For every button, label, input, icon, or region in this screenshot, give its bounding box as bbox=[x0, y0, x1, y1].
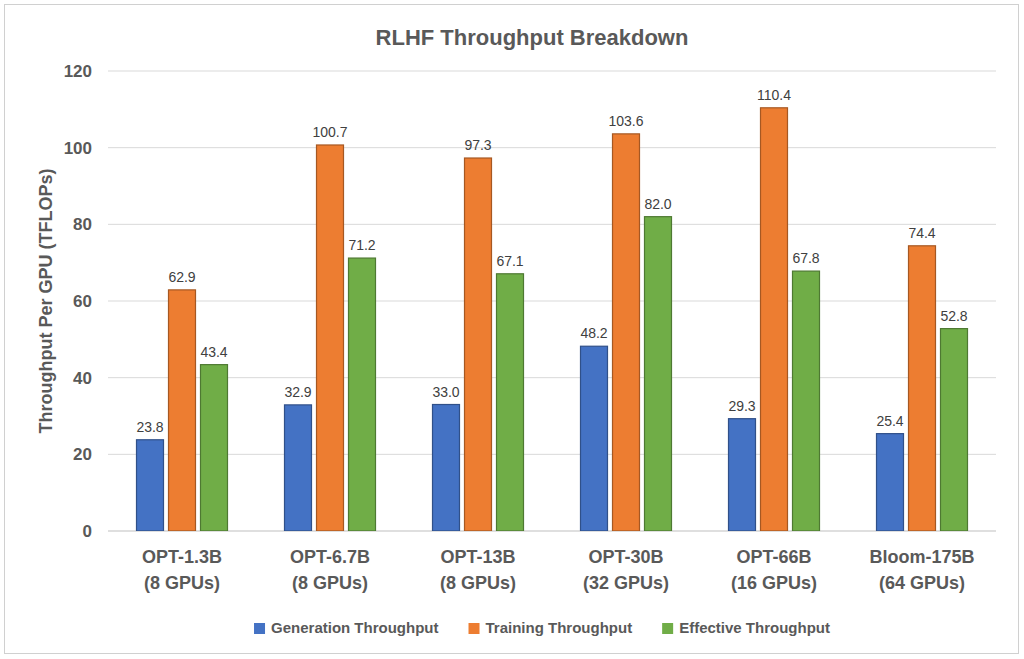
bar bbox=[941, 329, 968, 531]
chart: RLHF Throughput Breakdown Throughput Per … bbox=[0, 0, 1024, 659]
bar bbox=[169, 290, 196, 531]
data-label: 29.3 bbox=[728, 398, 755, 414]
bar bbox=[793, 271, 820, 531]
legend-swatch bbox=[662, 623, 673, 634]
legend-item: Generation Throughput bbox=[254, 619, 438, 636]
bar bbox=[137, 440, 164, 531]
x-tick-line: OPT-1.3B bbox=[142, 547, 222, 567]
data-label: 25.4 bbox=[876, 413, 903, 429]
bars bbox=[137, 108, 968, 531]
x-tick-label: OPT-66B (16 GPUs) bbox=[731, 547, 817, 593]
x-tick-line: (8 GPUs) bbox=[292, 573, 368, 593]
y-tick-label: 0 bbox=[83, 522, 92, 541]
title: RLHF Throughput Breakdown bbox=[376, 25, 689, 50]
bar bbox=[877, 434, 904, 531]
grid-line bbox=[108, 147, 996, 148]
x-tick-line: (8 GPUs) bbox=[440, 573, 516, 593]
y-tick-label: 60 bbox=[73, 292, 92, 311]
data-label: 103.6 bbox=[608, 113, 643, 129]
x-tick-line: (64 GPUs) bbox=[879, 573, 965, 593]
x-tick-line: OPT-30B bbox=[588, 547, 663, 567]
data-label: 97.3 bbox=[464, 137, 491, 153]
x-tick-label: OPT-13B (8 GPUs) bbox=[440, 547, 516, 593]
data-label: 32.9 bbox=[284, 384, 311, 400]
x-tick-line: Bloom-175B bbox=[869, 547, 974, 567]
x-tick-line: (16 GPUs) bbox=[731, 573, 817, 593]
grid-line bbox=[108, 71, 996, 72]
legend-label: Generation Throughput bbox=[271, 619, 438, 636]
x-tick-line: (32 GPUs) bbox=[583, 573, 669, 593]
legend-swatch bbox=[469, 623, 480, 634]
data-label: 23.8 bbox=[136, 419, 163, 435]
data-label: 67.8 bbox=[792, 250, 819, 266]
legend-label: Training Throughput bbox=[486, 619, 633, 636]
legend-item: Effective Throughput bbox=[662, 619, 830, 636]
data-label: 33.0 bbox=[432, 384, 459, 400]
bar bbox=[645, 217, 672, 531]
bar bbox=[349, 258, 376, 531]
data-label: 100.7 bbox=[312, 124, 347, 140]
bar bbox=[201, 365, 228, 531]
y-axis-label: Throughput Per GPU (TFLOPs) bbox=[36, 169, 56, 434]
chart-frame bbox=[5, 5, 1019, 654]
y-tick-label: 120 bbox=[64, 62, 92, 81]
x-tick-label: OPT-30B (32 GPUs) bbox=[583, 547, 669, 593]
y-tick-label: 20 bbox=[73, 445, 92, 464]
x-tick-line: OPT-13B bbox=[440, 547, 515, 567]
data-label: 48.2 bbox=[580, 325, 607, 341]
legend-item: Training Throughput bbox=[469, 619, 633, 636]
bar bbox=[433, 405, 460, 532]
y-tick-label: 100 bbox=[64, 139, 92, 158]
data-label: 71.2 bbox=[348, 237, 375, 253]
grid-line bbox=[108, 301, 996, 302]
x-tick-label: OPT-6.7B (8 GPUs) bbox=[290, 547, 370, 593]
x-tick-line: OPT-66B bbox=[736, 547, 811, 567]
data-labels: 23.8 62.9 43.4 32.9 100.7 71.2 33.0 97.3 67.1 48.… bbox=[136, 87, 967, 435]
data-label: 110.4 bbox=[757, 87, 791, 103]
y-tick-label: 40 bbox=[73, 369, 92, 388]
data-label: 82.0 bbox=[644, 196, 671, 212]
bar bbox=[497, 274, 524, 531]
bar bbox=[285, 405, 312, 531]
y-tick-label: 80 bbox=[73, 215, 92, 234]
x-tick-line: OPT-6.7B bbox=[290, 547, 370, 567]
data-label: 43.4 bbox=[200, 344, 227, 360]
grid-line bbox=[108, 531, 996, 532]
bar bbox=[317, 145, 344, 531]
bar bbox=[581, 346, 608, 531]
legend-swatch bbox=[254, 623, 265, 634]
grid-line bbox=[108, 224, 996, 225]
legend-label: Effective Throughput bbox=[679, 619, 830, 636]
bar bbox=[761, 108, 788, 531]
data-label: 67.1 bbox=[496, 253, 523, 269]
grid-line bbox=[108, 454, 996, 455]
bar bbox=[465, 158, 492, 531]
x-tick-label: OPT-1.3B (8 GPUs) bbox=[142, 547, 222, 593]
data-label: 52.8 bbox=[940, 308, 967, 324]
bar bbox=[729, 419, 756, 531]
legend: Generation Throughput Training Throughput… bbox=[254, 619, 830, 636]
x-tick-label: Bloom-175B (64 GPUs) bbox=[869, 547, 974, 593]
bar bbox=[909, 246, 936, 531]
data-label: 74.4 bbox=[908, 225, 935, 241]
bar bbox=[613, 134, 640, 531]
x-tick-line: (8 GPUs) bbox=[144, 573, 220, 593]
grid-line bbox=[108, 377, 996, 378]
data-label: 62.9 bbox=[168, 269, 195, 285]
